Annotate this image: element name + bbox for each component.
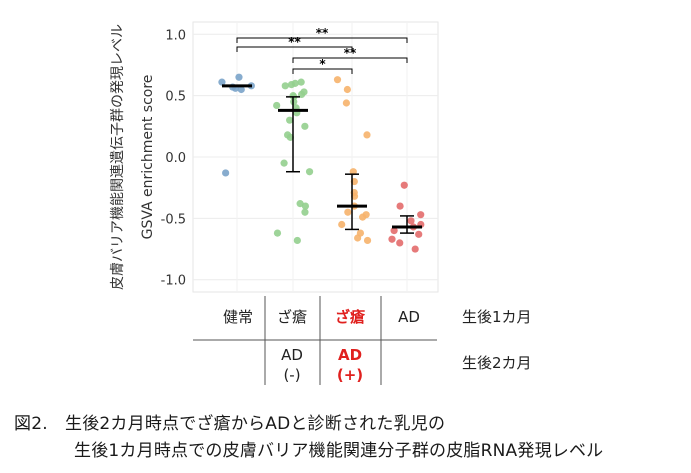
point-g2-12 [338, 220, 346, 229]
point-g3-6 [390, 227, 398, 235]
row2-cell-ad-minus-line1: AD [281, 346, 303, 364]
point-g3-0 [400, 181, 408, 189]
point-g1-9 [273, 101, 281, 110]
y-tick-label-0: 1.0 [165, 28, 186, 43]
point-g3-3 [407, 217, 415, 225]
median-errorbars [222, 84, 422, 234]
point-g1-2 [287, 80, 296, 89]
row1-label: 生後1カ月 [462, 308, 532, 326]
point-g2-3 [363, 131, 371, 139]
sig-bracket-3 [292, 68, 353, 74]
point-g3-7 [415, 230, 423, 238]
point-g1-3 [281, 82, 289, 90]
point-g3-10 [411, 245, 419, 253]
y-axis: 1.0 0.5 0.0 -0.5 -1.0 [161, 28, 186, 288]
point-g2-15 [363, 236, 372, 245]
point-g0-1 [218, 78, 226, 86]
y-axis-label-jp: 皮膚バリア機能関連遺伝子群の発現レベル [110, 24, 126, 290]
group-table: 健常 ざ瘡 ざ瘡 AD AD (-) AD (+) 生後1カ月 生後2カ月 [193, 296, 532, 385]
sig-label-1: ** [288, 35, 301, 49]
significance-brackets: ******* [236, 26, 408, 74]
sig-label-2: ** [344, 46, 357, 60]
row1-cell-acne-highlight: ざ瘡 [335, 308, 366, 326]
sig-label-3: * [319, 57, 326, 71]
point-g0-2 [235, 73, 243, 81]
point-g0-6 [222, 169, 230, 177]
point-g2-1 [343, 85, 351, 94]
grid [193, 22, 438, 292]
point-g1-17 [305, 168, 314, 176]
y-tick-label-2: 0.0 [165, 151, 186, 166]
point-g3-9 [396, 239, 404, 247]
point-g3-2 [417, 211, 425, 219]
sig-bracket-0 [236, 37, 408, 43]
sig-bracket-2 [292, 57, 408, 63]
point-g1-12 [286, 116, 294, 124]
point-g1-21 [273, 229, 282, 237]
row2-cell-ad-plus-line1: AD [338, 346, 362, 364]
point-g1-20 [301, 208, 309, 216]
point-g3-1 [396, 202, 404, 210]
sig-label-0: ** [316, 26, 329, 40]
point-g2-2 [342, 99, 350, 107]
row1-cell-healthy: 健常 [223, 308, 253, 326]
point-g1-15 [286, 133, 294, 141]
point-g1-13 [301, 122, 309, 130]
point-g1-16 [280, 159, 288, 167]
caption-line-2: 生後1カ月時点での皮膚バリア機能関連分子群の皮脂RNA発現レベル [74, 441, 604, 461]
point-g2-0 [333, 76, 342, 84]
row1-cell-acne: ざ瘡 [277, 308, 307, 326]
row2-cell-ad-minus-line2: (-) [283, 366, 300, 384]
point-g0-5 [237, 85, 245, 94]
row1-cell-ad: AD [398, 308, 420, 326]
sig-bracket-1 [236, 46, 353, 52]
point-g1-19 [301, 202, 310, 210]
point-g3-8 [388, 235, 396, 243]
point-g2-9 [344, 208, 352, 216]
y-tick-label-1: 0.5 [165, 90, 186, 105]
y-tick-label-4: -1.0 [161, 274, 186, 289]
y-tick-label-3: -0.5 [161, 212, 186, 227]
y-axis-label: GSVA enrichment score [140, 75, 156, 240]
row2-cell-ad-plus-line2: (+) [337, 366, 363, 384]
caption-line-1: 図2. 生後2カ月時点でざ瘡からADと診断された乳児の [14, 414, 446, 434]
point-g1-22 [293, 236, 301, 245]
row2-label: 生後2カ月 [462, 354, 532, 372]
point-g2-14 [354, 234, 362, 242]
point-g2-11 [359, 213, 367, 221]
point-g1-0 [297, 78, 305, 86]
